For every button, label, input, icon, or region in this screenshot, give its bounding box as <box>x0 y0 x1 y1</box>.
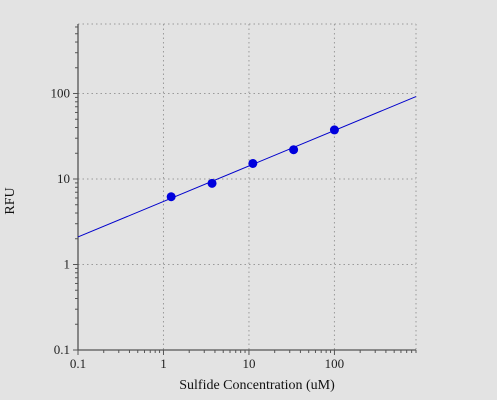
y-tick-labels: 0.1 1 10 100 <box>51 86 71 357</box>
x-tick-label: 100 <box>325 356 345 371</box>
data-point <box>289 145 299 155</box>
axes <box>73 24 417 355</box>
x-tick-labels: 0.1 1 10 100 <box>70 356 344 371</box>
y-tick-label: 100 <box>51 86 71 101</box>
x-axis-label: Sulfide Concentration (uM) <box>179 378 335 393</box>
y-tick-label: 0.1 <box>54 342 70 357</box>
data-points <box>166 125 339 202</box>
y-tick-label: 10 <box>57 171 70 186</box>
x-tick-label: 10 <box>242 356 255 371</box>
fit-line <box>77 96 417 238</box>
y-tick-label: 1 <box>64 257 71 272</box>
data-point <box>248 158 258 168</box>
data-point <box>207 178 217 188</box>
grid <box>78 23 417 350</box>
y-axis-label: RFU <box>3 187 18 214</box>
data-point <box>329 125 339 135</box>
data-point <box>166 192 176 202</box>
fit-line-group <box>77 96 417 238</box>
x-tick-label: 0.1 <box>70 356 86 371</box>
x-tick-label: 1 <box>160 356 167 371</box>
